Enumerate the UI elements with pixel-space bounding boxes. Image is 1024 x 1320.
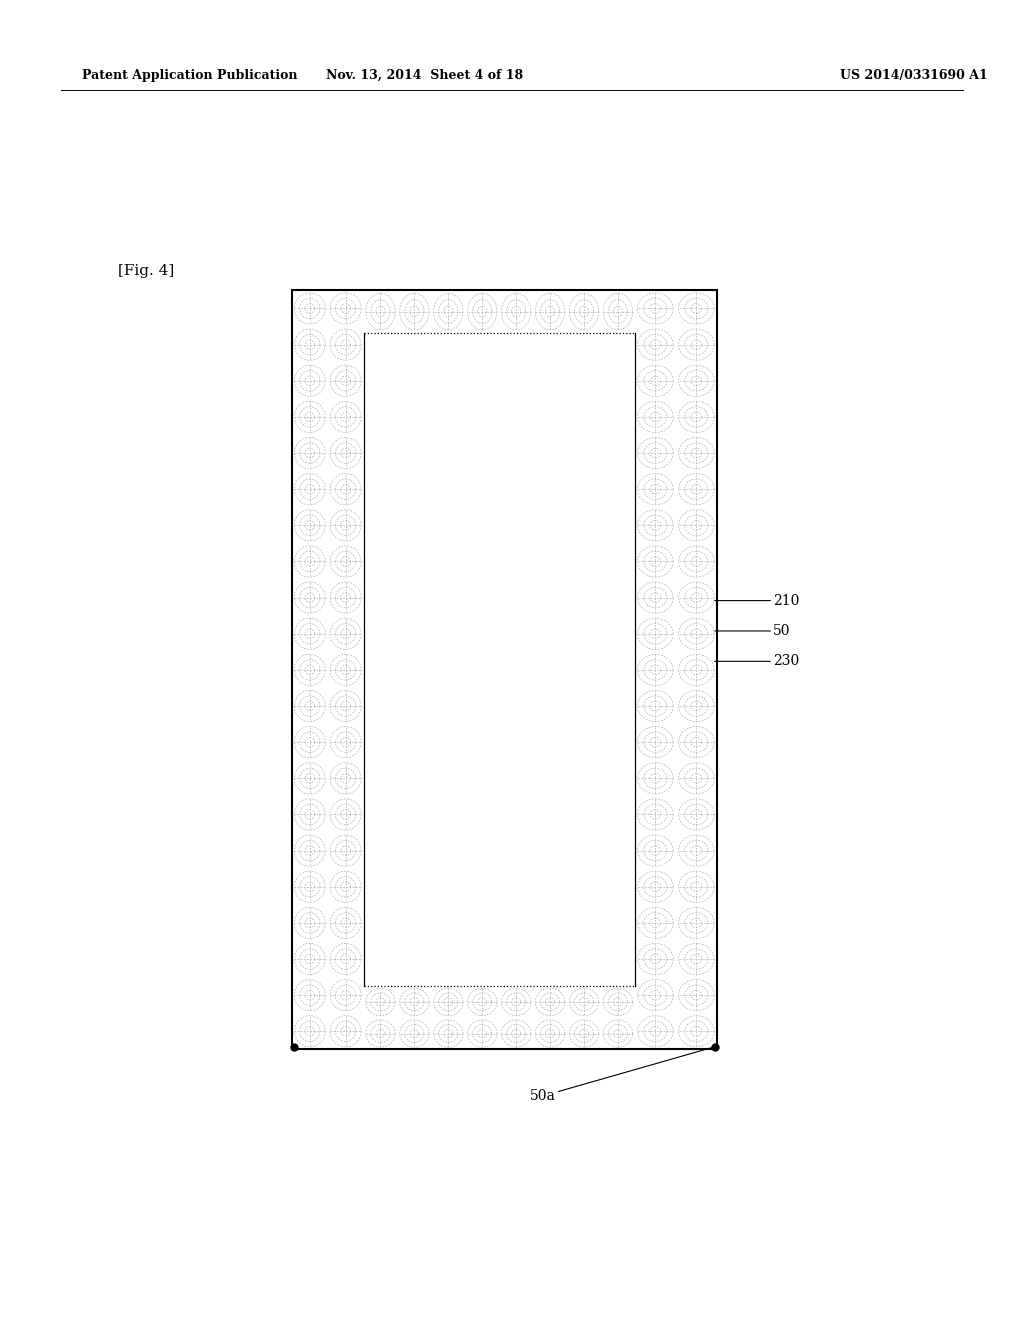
Bar xyxy=(292,290,717,1049)
Text: 50: 50 xyxy=(715,624,791,638)
Text: US 2014/0331690 A1: US 2014/0331690 A1 xyxy=(840,69,987,82)
Text: 50a: 50a xyxy=(529,1047,715,1104)
Text: Nov. 13, 2014  Sheet 4 of 18: Nov. 13, 2014 Sheet 4 of 18 xyxy=(327,69,523,82)
Text: 230: 230 xyxy=(715,655,800,668)
Text: Patent Application Publication: Patent Application Publication xyxy=(82,69,297,82)
Text: 210: 210 xyxy=(715,594,800,607)
Text: [Fig. 4]: [Fig. 4] xyxy=(118,264,174,279)
Bar xyxy=(364,333,635,986)
